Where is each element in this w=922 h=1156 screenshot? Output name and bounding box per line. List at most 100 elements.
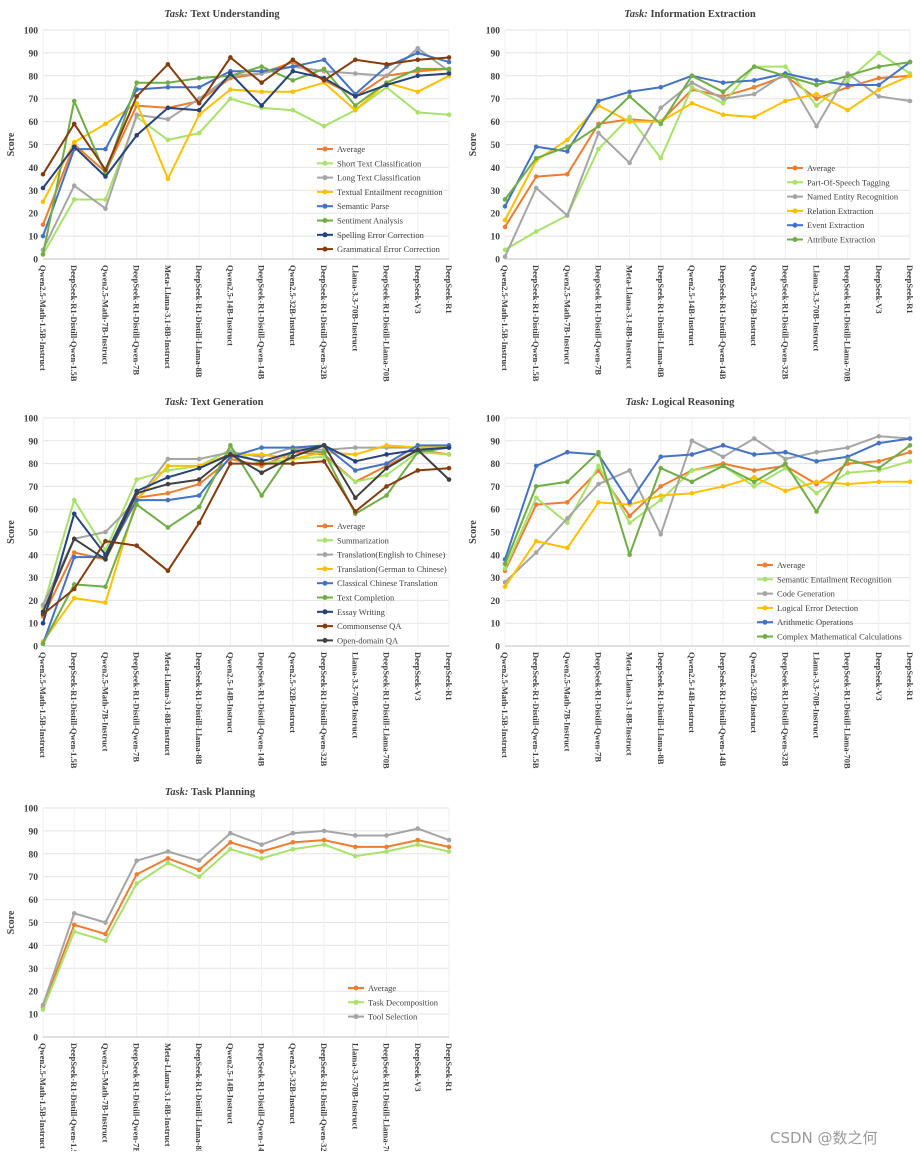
chart-title: Task: Text Understanding — [164, 9, 280, 20]
legend-label: Semantic Entailment Recognition — [777, 574, 892, 584]
data-point — [845, 470, 850, 476]
data-point — [502, 204, 508, 209]
data-point — [196, 504, 202, 510]
data-point — [751, 84, 757, 90]
legend-swatch-marker — [792, 194, 798, 200]
data-point — [446, 849, 452, 854]
y-tick-label: 0 — [33, 256, 38, 266]
data-point — [907, 98, 913, 104]
legend-swatch-marker — [322, 580, 328, 586]
x-tick-label: Qwen2.5-Math-1.5B-Instruct — [38, 1043, 48, 1149]
data-point — [290, 461, 296, 466]
legend-swatch-marker — [322, 552, 328, 558]
x-tick-label: DeepSeek-R1 — [444, 265, 454, 314]
data-point — [40, 233, 46, 239]
series-line — [504, 444, 911, 565]
data-point — [165, 456, 171, 462]
x-tick-label: Llama-3.3-70B-Instruct — [812, 265, 822, 351]
data-point — [228, 71, 233, 76]
data-point — [533, 550, 539, 555]
x-tick-label: DeepSeek-V3 — [874, 652, 884, 701]
y-tick-label: 30 — [491, 187, 501, 197]
data-point — [103, 146, 108, 152]
x-tick-label: Llama-3.3-70B-Instruct — [350, 265, 360, 351]
data-point — [40, 641, 46, 647]
series-line — [42, 444, 450, 624]
data-point — [165, 137, 171, 143]
y-tick-label: 80 — [491, 72, 501, 82]
chart-panel: Task: Text Understanding 0 10 20 30 40 50 60 70 8… — [6, 9, 454, 382]
chart-title-task: Text Understanding — [190, 9, 280, 20]
legend-swatch-marker — [792, 179, 798, 185]
data-point — [259, 493, 264, 498]
x-tick-label: Qwen2.5-14B-Instruct — [225, 652, 235, 733]
x-tick-label: DeepSeek-R1-Distill-Qwen-1.5B — [531, 265, 541, 382]
y-tick-label: 20 — [29, 210, 39, 220]
data-point — [814, 459, 819, 464]
legend-label: Translation(German to Chinese) — [337, 564, 447, 574]
data-point — [290, 830, 296, 836]
data-point — [353, 452, 358, 457]
data-point — [446, 59, 452, 65]
x-tick-label: DeepSeek-V3 — [874, 265, 884, 314]
legend: Average Part-Of-Speech Tagging Named Entit… — [787, 163, 899, 245]
data-point — [321, 828, 327, 834]
data-point — [165, 856, 171, 861]
x-tick-label: Qwen2.5-Math-7B-Instruct — [100, 265, 110, 365]
legend-label: Complex Mathematical Calculations — [777, 632, 902, 642]
chart-title-prefix: Task: — [165, 397, 191, 408]
data-point — [196, 481, 202, 487]
data-point — [596, 463, 601, 469]
x-tick-label: DeepSeek-R1-Distill-Qwen-32B — [780, 265, 790, 380]
series-line — [504, 74, 911, 228]
x-tick-label: DeepSeek-R1-Distill-Llama-8B — [656, 265, 666, 378]
data-point — [751, 452, 757, 457]
data-point — [533, 502, 539, 507]
data-point — [353, 833, 358, 838]
data-point — [689, 80, 695, 85]
data-point — [814, 490, 819, 496]
legend-swatch-marker — [762, 605, 768, 611]
data-point — [353, 853, 358, 859]
data-point — [876, 94, 882, 99]
legend-swatch-marker — [792, 165, 798, 171]
data-point — [134, 490, 139, 496]
data-point — [228, 443, 233, 448]
x-tick-label: Qwen2.5-14B-Instruct — [225, 265, 235, 346]
data-point — [290, 846, 296, 852]
data-point — [627, 160, 632, 166]
data-point — [384, 82, 389, 88]
data-point — [627, 94, 632, 99]
x-tick-label: Qwen2.5-Math-7B-Instruct — [100, 652, 110, 752]
data-point — [689, 479, 695, 485]
y-tick-label: 50 — [29, 919, 39, 929]
legend-swatch-marker — [322, 203, 328, 209]
legend-swatch-marker — [762, 619, 768, 625]
data-point — [783, 456, 788, 462]
data-point — [907, 436, 913, 441]
series-line — [42, 444, 450, 645]
data-point — [751, 64, 757, 69]
x-tick-label: Qwen2.5-32B-Instruct — [749, 265, 759, 346]
chart-title-task: Task Planning — [191, 787, 256, 798]
x-tick-label: Llama-3.3-70B-Instruct — [350, 1043, 360, 1129]
data-point — [290, 68, 296, 74]
data-point — [384, 73, 389, 79]
data-point — [103, 600, 108, 605]
data-point — [720, 443, 726, 448]
x-tick-label: Llama-3.3-70B-Instruct — [350, 652, 360, 738]
data-point — [165, 117, 171, 122]
legend-label: Summarization — [337, 535, 390, 545]
series-line — [42, 86, 450, 255]
chart-title-prefix: Task: — [164, 9, 190, 20]
x-tick-label: Qwen2.5-Math-7B-Instruct — [100, 1043, 110, 1143]
data-point — [689, 468, 695, 473]
data-point — [689, 84, 695, 90]
legend-label: Average — [777, 560, 805, 570]
data-point — [783, 64, 788, 69]
series-line — [504, 72, 911, 258]
data-point — [384, 844, 389, 850]
data-point — [384, 465, 389, 471]
data-point — [134, 502, 139, 507]
